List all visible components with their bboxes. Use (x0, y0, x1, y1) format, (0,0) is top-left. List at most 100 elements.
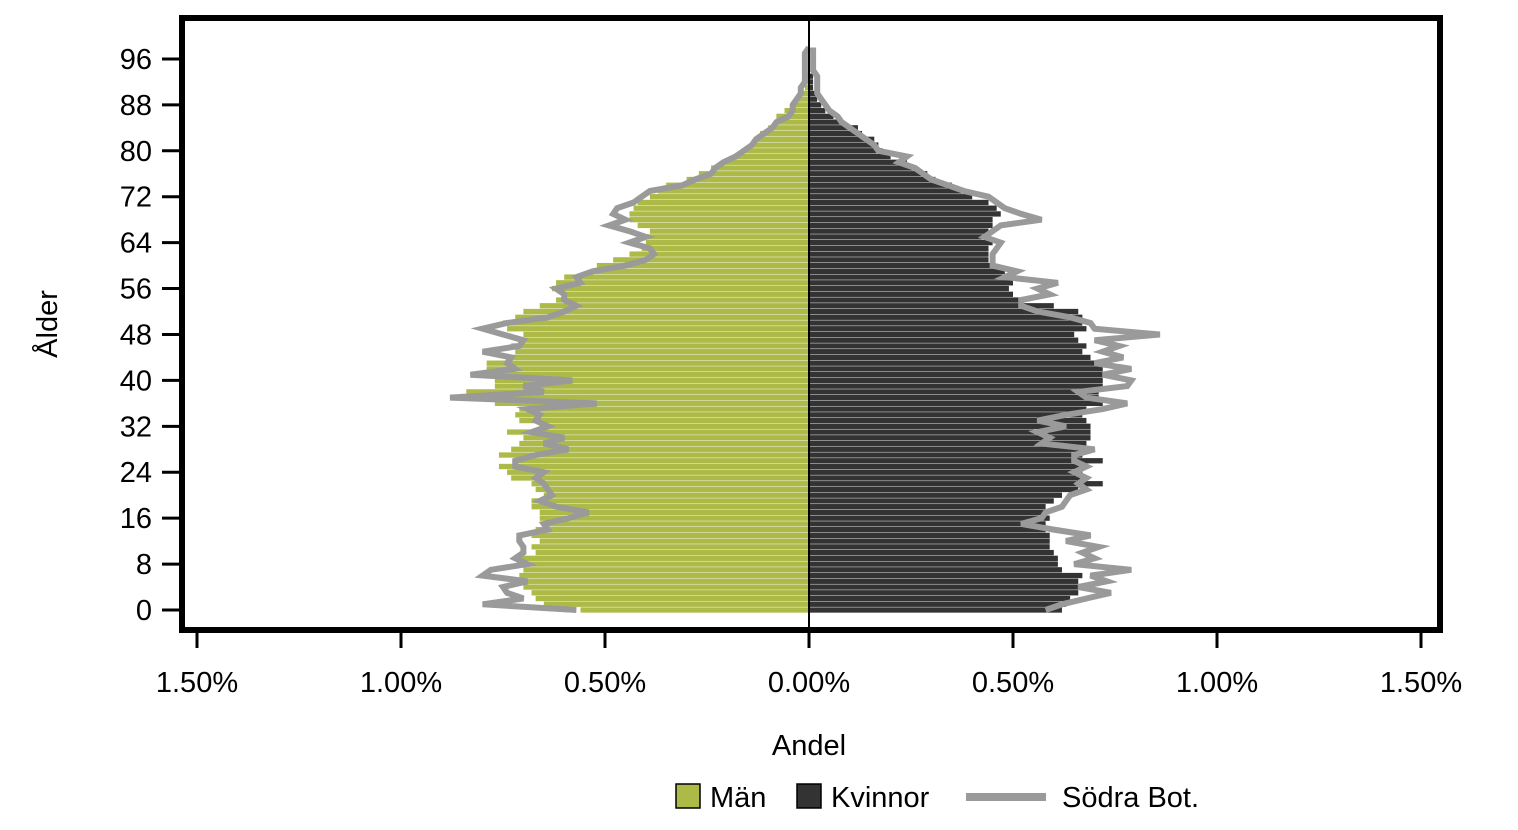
outline-layer (449, 45, 1161, 613)
bar-woman-age-63 (809, 245, 989, 252)
bar-woman-age-13 (809, 532, 1050, 539)
bar-woman-age-16 (809, 515, 1050, 521)
bar-man-age-36 (494, 400, 809, 407)
bar-woman-age-69 (809, 211, 1001, 217)
bar-man-age-19 (531, 498, 809, 504)
bar-woman-age-44 (809, 354, 1091, 361)
bar-man-age-75 (686, 176, 809, 183)
bar-woman-age-40 (809, 377, 1103, 384)
bar-woman-age-22 (809, 481, 1103, 487)
bar-woman-age-70 (809, 205, 997, 211)
bar-woman-age-26 (809, 458, 1103, 464)
bar-woman-age-41 (809, 372, 1103, 378)
x-tick-label-3: 0.00% (768, 667, 850, 699)
bar-man-age-61 (613, 257, 809, 263)
bar-man-age-22 (531, 481, 809, 487)
bar-man-age-90 (800, 90, 809, 97)
bar-man-age-57 (556, 280, 809, 286)
bar-woman-age-56 (809, 285, 1009, 292)
bar-woman-age-76 (809, 171, 928, 177)
bar-woman-age-90 (809, 90, 818, 97)
bar-man-age-53 (539, 303, 809, 309)
bar-woman-age-71 (809, 199, 989, 206)
bar-woman-age-23 (809, 475, 1087, 481)
bar-man-age-18 (531, 504, 809, 510)
y-tick-label-48: 48 (120, 319, 152, 351)
bar-woman-age-19 (809, 498, 1054, 504)
bar-woman-age-47 (809, 337, 1079, 343)
bar-man-age-67 (637, 222, 809, 229)
bar-woman-age-92 (809, 79, 814, 85)
bar-man-age-23 (511, 475, 809, 481)
bar-man-age-85 (776, 119, 809, 125)
bar-man-age-2 (535, 595, 809, 602)
bar-man-age-29 (519, 440, 809, 447)
bar-man-age-38 (466, 389, 809, 395)
bar-man-age-71 (637, 199, 809, 206)
bar-man-age-88 (792, 102, 809, 108)
x-tick-label-6: 1.50% (1380, 667, 1462, 699)
bar-man-age-45 (515, 349, 809, 355)
bar-man-age-50 (503, 320, 809, 326)
bar-woman-age-31 (809, 429, 1091, 435)
bar-woman-age-67 (809, 222, 993, 229)
bar-woman-age-14 (809, 526, 1046, 533)
bar-woman-age-45 (809, 349, 1083, 355)
y-tick-label-16: 16 (120, 503, 152, 535)
bar-man-age-43 (486, 360, 809, 366)
bar-man-age-16 (539, 515, 809, 521)
bar-woman-age-43 (809, 360, 1095, 366)
legend: Män Kvinnor Södra Bot. (675, 782, 1199, 814)
bar-man-age-46 (511, 343, 809, 349)
bar-man-age-87 (784, 107, 809, 114)
bar-woman-age-49 (809, 326, 1087, 332)
legend-label-woman: Kvinnor (831, 782, 930, 814)
bar-woman-age-37 (809, 394, 1099, 401)
bar-man-age-39 (494, 383, 809, 389)
bar-man-age-59 (592, 268, 809, 274)
y-tick-label-96: 96 (120, 44, 152, 76)
bar-woman-age-8 (809, 561, 1058, 567)
bar-woman-age-52 (809, 308, 1079, 315)
bar-woman-age-93 (809, 73, 814, 79)
y-tick-label-56: 56 (120, 274, 152, 306)
bar-woman-age-54 (809, 297, 1022, 303)
bar-woman-age-24 (809, 469, 1083, 475)
bar-man-age-9 (515, 555, 809, 561)
bar-woman-age-66 (809, 228, 989, 234)
legend-label-outline: Södra Bot. (1062, 782, 1199, 814)
bar-woman-age-68 (809, 217, 993, 223)
bar-man-age-3 (531, 590, 809, 596)
bar-woman-age-51 (809, 314, 1083, 320)
bar-man-age-60 (596, 262, 809, 269)
bar-man-age-37 (482, 394, 809, 401)
bar-woman-age-35 (809, 406, 1087, 412)
bar-woman-age-88 (809, 102, 822, 108)
bar-woman-age-29 (809, 440, 1087, 447)
bar-woman-age-87 (809, 107, 826, 114)
bar-woman-age-91 (809, 85, 814, 91)
bar-man-age-6 (519, 572, 809, 579)
bar-man-age-54 (556, 297, 809, 303)
bar-man-age-30 (523, 435, 809, 441)
bar-man-age-1 (543, 601, 809, 607)
bar-woman-age-59 (809, 268, 1005, 274)
bar-man-age-81 (751, 142, 809, 148)
bar-woman-age-79 (809, 153, 891, 160)
bar-woman-age-64 (809, 239, 993, 246)
y-tick-label-40: 40 (120, 365, 152, 397)
bar-woman-age-74 (809, 182, 952, 188)
bar-woman-age-77 (809, 165, 916, 171)
bar-woman-age-9 (809, 555, 1058, 561)
bar-woman-age-25 (809, 463, 1083, 470)
bar-woman-age-32 (809, 423, 1091, 429)
bar-man-age-55 (564, 291, 809, 297)
bar-woman-age-5 (809, 578, 1079, 584)
bar-woman-age-57 (809, 280, 1013, 286)
bar-woman-age-4 (809, 584, 1087, 590)
bar-man-age-20 (543, 492, 809, 498)
bar-woman-age-28 (809, 446, 1087, 452)
bar-woman-age-36 (809, 400, 1103, 407)
bar-man-age-24 (507, 469, 809, 475)
